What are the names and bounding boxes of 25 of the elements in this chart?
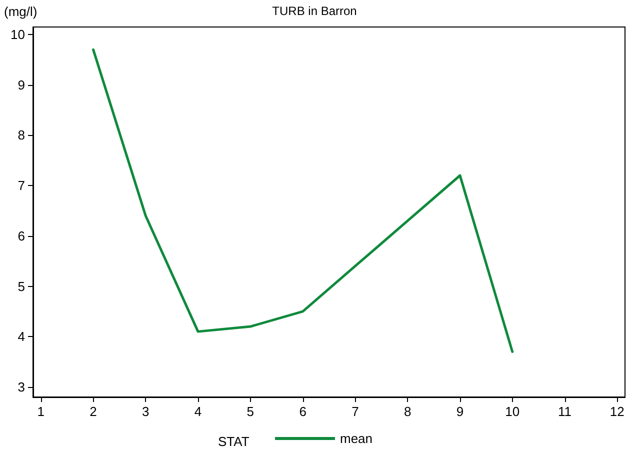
x-tick-label: 1 [37,404,44,419]
x-tick-label: 8 [404,404,412,419]
y-tick-label: 3 [18,379,25,394]
legend-title: STAT [218,434,250,449]
x-tick-label: 11 [558,404,572,419]
y-tick-label: 10 [10,27,25,42]
x-tick-label: 2 [90,404,97,419]
line-series [92,48,514,353]
y-axis-title: (mg/l) [4,4,38,19]
x-tick-label: 3 [142,404,150,419]
chart-title: TURB in Barron [272,4,357,18]
x-tick-label: 10 [505,404,520,419]
y-tick-label: 8 [18,128,25,143]
x-tick-label: 7 [352,404,359,419]
y-tick-label: 5 [18,278,25,294]
y-tick-label: 6 [18,228,25,244]
x-tick-label: 6 [299,404,306,419]
y-tick-label: 4 [18,329,25,344]
x-tick-label: 9 [456,404,464,419]
x-tick-label: 4 [194,404,202,419]
legend-label: mean [340,431,373,446]
x-tick-label: 12 [610,404,624,419]
y-tick-label: 7 [18,178,25,194]
y-tick-label: 9 [18,77,25,92]
x-tick-label: 5 [246,404,254,419]
